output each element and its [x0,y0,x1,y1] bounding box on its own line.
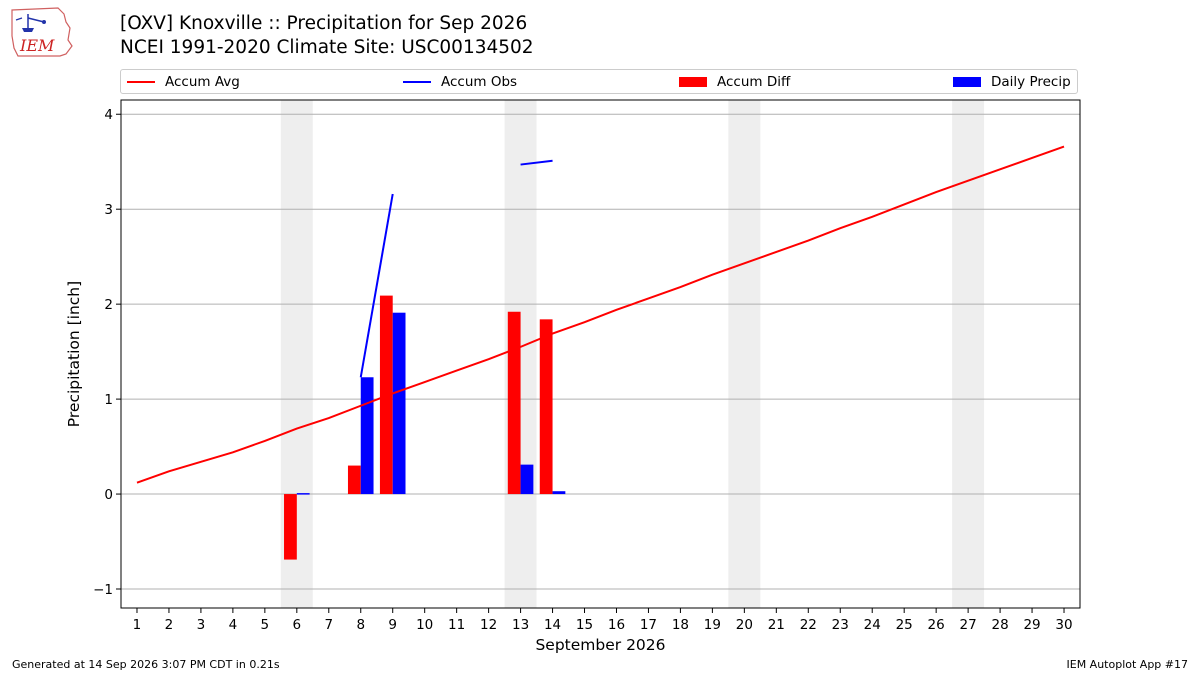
plot-frame [120,99,1081,609]
x-tick-label-10: 10 [416,617,433,633]
y-tick-label--1: −1 [93,582,113,598]
legend-label-daily-precip: Daily Precip [991,74,1071,90]
x-tick-label-18: 18 [672,617,689,633]
x-tick-label-24: 24 [864,617,881,633]
x-tick-label-16: 16 [608,617,625,633]
bar-daily-precip-day-6 [296,493,310,495]
line-accum-obs-segment-1 [520,159,553,166]
x-tick-label-15: 15 [576,617,593,633]
y-tick-label-1: 1 [104,392,113,408]
x-tick-label-4: 4 [229,617,238,633]
legend-swatch-accum-diff [679,77,707,87]
y-tick-label-4: 4 [104,107,113,123]
bar-daily-precip-day-8 [360,377,374,495]
y-tick-label-0: 0 [104,487,113,503]
legend-label-accum-avg: Accum Avg [165,74,240,90]
footer-generated-text: Generated at 14 Sep 2026 3:07 PM CDT in … [12,658,280,671]
x-tick-label-1: 1 [133,617,142,633]
x-tick-label-9: 9 [388,617,397,633]
legend: Accum Avg Accum Obs Accum Diff Daily Pre… [120,69,1078,94]
bar-accum-diff-day-13 [507,311,521,495]
bar-accum-diff-day-14 [539,319,553,495]
footer-app-text: IEM Autoplot App #17 [1066,658,1189,671]
chart-title: [OXV] Knoxville :: Precipitation for Sep… [120,13,528,34]
x-tick-label-13: 13 [512,617,529,633]
legend-item-accum-avg: Accum Avg [127,74,240,90]
x-tick-label-23: 23 [832,617,849,633]
x-tick-label-17: 17 [640,617,657,633]
x-tick-label-7: 7 [324,617,333,633]
x-tick-label-26: 26 [928,617,945,633]
iem-logo: IEM [11,7,73,57]
line-accum-avg [136,145,1065,484]
legend-swatch-accum-obs [403,81,431,83]
svg-text:IEM: IEM [19,36,55,55]
x-tick-label-3: 3 [197,617,206,633]
x-tick-label-20: 20 [736,617,753,633]
line-accum-obs-segment-0 [359,193,394,378]
x-tick-label-19: 19 [704,617,721,633]
bar-daily-precip-day-9 [392,312,406,495]
legend-swatch-daily-precip [953,77,981,87]
bar-accum-diff-day-6 [284,494,297,560]
x-tick-label-6: 6 [293,617,302,633]
legend-item-accum-obs: Accum Obs [403,74,517,90]
y-axis-label: Precipitation [inch] [65,281,83,427]
x-tick-label-5: 5 [261,617,270,633]
x-tick-label-25: 25 [896,617,913,633]
bar-daily-precip-day-14 [552,491,566,495]
chart-subtitle: NCEI 1991-2020 Climate Site: USC00134502 [120,37,534,58]
legend-label-accum-obs: Accum Obs [441,74,518,90]
x-axis-label: September 2026 [535,636,665,654]
x-tick-label-29: 29 [1023,617,1040,633]
x-tick-label-30: 30 [1055,617,1072,633]
y-tick-label-2: 2 [104,297,113,313]
x-tick-label-14: 14 [544,617,561,633]
x-tick-label-11: 11 [448,617,465,633]
bar-accum-diff-day-8 [347,465,361,495]
bar-daily-precip-day-13 [520,464,534,495]
x-tick-label-28: 28 [991,617,1008,633]
x-tick-label-12: 12 [480,617,497,633]
x-tick-label-8: 8 [356,617,365,633]
x-tick-label-21: 21 [768,617,785,633]
legend-swatch-accum-avg [127,81,155,83]
y-tick-label-3: 3 [104,202,113,218]
weekend-band-2 [728,100,761,608]
legend-item-accum-diff: Accum Diff [679,74,790,90]
x-tick-label-22: 22 [800,617,817,633]
legend-item-daily-precip: Daily Precip [953,74,1071,90]
legend-label-accum-diff: Accum Diff [717,74,791,90]
x-tick-label-2: 2 [165,617,174,633]
x-tick-label-27: 27 [960,617,977,633]
